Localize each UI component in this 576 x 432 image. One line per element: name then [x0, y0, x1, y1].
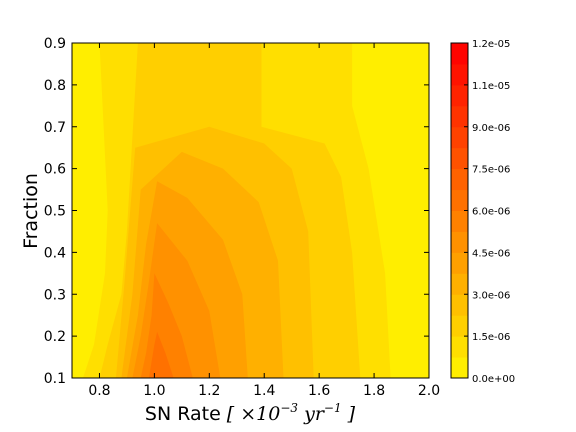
colorbar-swatch-11	[451, 126, 468, 149]
colorbar-swatch-7	[451, 210, 468, 232]
colorbar-tick-label: 4.5e-06	[472, 248, 510, 259]
colorbar-swatch-6	[451, 231, 468, 253]
colorbar-swatch-10	[451, 147, 468, 170]
colorbar-tick-label: 0.0e+00	[472, 374, 515, 385]
colorbar-tick-label: 7.5e-06	[472, 165, 510, 176]
colorbar	[451, 43, 468, 379]
x-axis-label-exp2: −1	[324, 401, 342, 415]
y-tick-label: 0.4	[44, 245, 66, 261]
x-tick-label: 0.8	[88, 383, 110, 399]
x-tick-label: 2.0	[418, 383, 440, 399]
colorbar-swatch-0	[451, 357, 468, 379]
x-tick-label: 1.8	[363, 383, 385, 399]
y-axis-ticks: 0.1 0.2 0.3 0.4 0.5 0.6 0.7 0.8 0.9	[44, 36, 429, 387]
y-axis-label: Fraction	[20, 173, 42, 249]
colorbar-swatch-12	[451, 105, 468, 128]
x-axis-label: SN Rate [ ×10−3 yr−1 ]	[145, 401, 356, 425]
y-tick-label: 0.7	[44, 120, 66, 136]
colorbar-swatch-9	[451, 168, 468, 191]
colorbar-ticks: 0.0e+00 1.5e-06 3.0e-06 4.5e-06 6.0e-06 7.5e-…	[464, 39, 515, 385]
colorbar-tick-label: 3.0e-06	[472, 290, 510, 301]
x-axis-label-close: ]	[342, 403, 356, 425]
contour-plot-area	[72, 43, 429, 378]
colorbar-swatch-15	[451, 43, 468, 65]
colorbar-swatch-8	[451, 189, 468, 211]
colorbar-tick-label: 1.5e-06	[472, 332, 510, 343]
x-tick-label: 1.0	[143, 383, 165, 399]
colorbar-swatch-14	[451, 63, 468, 86]
x-axis-label-unit: [ ×10	[227, 403, 281, 425]
x-tick-label: 1.4	[253, 383, 275, 399]
x-axis-ticks: 0.8 1.0 1.2 1.4 1.6 1.8 2.0	[88, 43, 440, 399]
colorbar-tick-label: 1.2e-05	[472, 39, 510, 50]
x-axis-label-text: SN Rate	[145, 403, 221, 425]
colorbar-swatch-2	[451, 315, 468, 337]
y-tick-label: 0.6	[44, 162, 66, 178]
y-tick-label: 0.1	[44, 371, 66, 387]
y-tick-label: 0.8	[44, 78, 66, 94]
colorbar-swatch-4	[451, 273, 468, 295]
colorbar-swatch-13	[451, 84, 468, 107]
x-axis-label-exp1: −3	[280, 401, 298, 415]
x-axis-label-yr: yr	[298, 403, 326, 425]
colorbar-swatch-5	[451, 252, 468, 274]
y-tick-label: 0.3	[44, 287, 66, 303]
colorbar-tick-label: 6.0e-06	[472, 207, 510, 218]
colorbar-swatch-3	[451, 294, 468, 316]
x-tick-label: 1.6	[308, 383, 330, 399]
y-tick-label: 0.5	[44, 204, 66, 220]
colorbar-tick-label: 1.1e-05	[472, 81, 510, 92]
y-tick-label: 0.2	[44, 329, 66, 345]
colorbar-swatch-1	[451, 336, 468, 358]
x-tick-label: 1.2	[198, 383, 220, 399]
contour-level-8	[148, 331, 174, 378]
y-tick-label: 0.9	[44, 36, 66, 52]
colorbar-tick-label: 9.0e-06	[472, 123, 510, 134]
